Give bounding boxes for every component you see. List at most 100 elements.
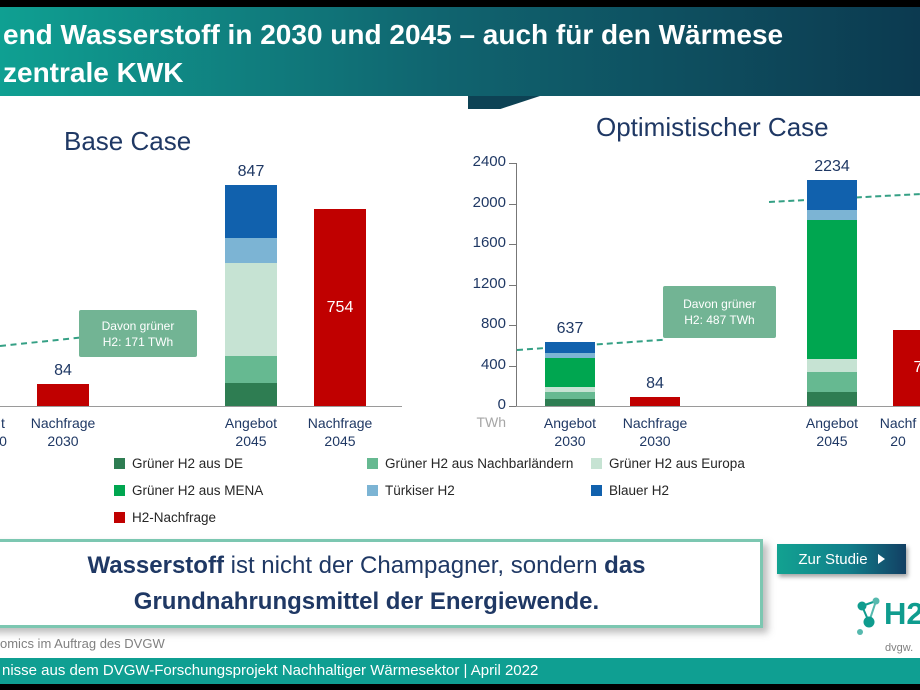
- y-axis-tick-label: 0: [497, 396, 506, 413]
- bar-nachfrage-2030: [37, 384, 89, 406]
- base-case-title: Base Case: [64, 126, 192, 156]
- category-label: Nachfrage 2045: [307, 415, 373, 449]
- bar-segment-tuerkis: [225, 237, 277, 263]
- y-axis-tick: [509, 163, 516, 164]
- slide-header: end Wasserstoff in 2030 und 2045 – auch …: [0, 7, 920, 96]
- bar-segment-de: [807, 391, 857, 406]
- legend-swatch-europa: [591, 458, 602, 469]
- legend-label: Türkiser H2: [385, 483, 455, 498]
- bar-segment-de: [225, 383, 277, 406]
- category-label: Nachfrage 2030: [622, 415, 688, 449]
- callout-green-h2-171: Davon grüner H2: 171 TWh: [79, 310, 197, 357]
- bar-segment-blau: [807, 179, 857, 210]
- bar-segment-de: [545, 398, 595, 406]
- bar-segment-tuerkis: [545, 352, 595, 359]
- y-axis-tick-label: 800: [480, 315, 506, 332]
- callout-line2: H2: 487 TWh: [684, 313, 755, 327]
- bar-angebot-2030: [545, 341, 595, 406]
- bar-segment-europa: [545, 386, 595, 392]
- legend-item-gruener-h2-de: Grüner H2 aus DE: [114, 456, 367, 471]
- legend-item-gruener-h2-europa: Grüner H2 aus Europa: [591, 456, 821, 471]
- bar-segment-blau: [225, 185, 277, 238]
- legend-swatch-de: [114, 458, 125, 469]
- y-axis-tick: [509, 406, 516, 407]
- chart-legend: Grüner H2 aus DE Grüner H2 aus Nachbarlä…: [114, 456, 821, 525]
- category-label: Angebot 2045: [224, 415, 278, 449]
- legend-item-tuerkiser-h2: Türkiser H2: [367, 483, 591, 498]
- bar-value-label: 84: [54, 362, 72, 380]
- bar-segment-mena: [807, 219, 857, 360]
- bar-value-label: 847: [237, 163, 265, 180]
- bar-segment-nachbar: [807, 371, 857, 392]
- category-label: Angebot 2045: [805, 415, 859, 449]
- y-axis-tick: [509, 284, 516, 286]
- legend-item-gruener-h2-mena: Grüner H2 aus MENA: [114, 483, 367, 498]
- bar-angebot-2045: [807, 179, 857, 406]
- callout-line2: H2: 171 TWh: [102, 334, 174, 349]
- y-axis-tick-label: 1200: [472, 274, 506, 292]
- bar-segment-blau: [545, 341, 595, 353]
- slide-title-line1: end Wasserstoff in 2030 und 2045 – auch …: [3, 19, 784, 50]
- letterbox-top: [0, 0, 920, 7]
- bar-segment-tuerkis: [807, 209, 857, 220]
- legend-item-blauer-h2: Blauer H2: [591, 483, 821, 498]
- category-label: Angebot 2030: [543, 415, 597, 449]
- y-axis-tick: [509, 325, 516, 326]
- legend-label: Grüner H2 aus Europa: [609, 456, 745, 471]
- bar-value-label: 754: [326, 298, 354, 316]
- bar-segment-mena: [545, 358, 595, 387]
- bar-segment-nachbar: [225, 355, 277, 384]
- h2-logo-text: H2: [884, 596, 920, 631]
- bar-nachfrage-2045-partial: [893, 330, 920, 406]
- arrow-right-icon: [877, 554, 885, 564]
- quote-line-2: Grundnahrungsmittel der Energiewende.: [0, 584, 760, 620]
- legend-swatch-nachfrage: [114, 512, 125, 523]
- bar-segment-nachfrage: [37, 384, 89, 406]
- bar-segment-nachfrage: [893, 330, 920, 406]
- y-axis-tick-label: 2400: [472, 153, 506, 170]
- bar-segment-nachfrage: [314, 209, 366, 406]
- x-axis-line-optimistic-case: [516, 406, 920, 407]
- y-axis-unit-label: TWh: [476, 414, 506, 430]
- callout-line1: Davon grüner: [101, 318, 175, 333]
- legend-label: Grüner H2 aus DE: [132, 456, 244, 471]
- legend-label: Blauer H2: [609, 483, 670, 498]
- legend-label: Grüner H2 aus MENA: [132, 483, 264, 498]
- quote-line-1: Wasserstoff ist nicht der Champagner, so…: [0, 548, 760, 584]
- quote-normal-text: ist nicht der Champagner, sondern: [223, 551, 605, 579]
- y-axis-tick-label: 2000: [472, 193, 506, 211]
- quote-bold-wasserstoff: Wasserstoff: [87, 551, 224, 579]
- y-axis-tick: [509, 244, 516, 245]
- legend-swatch-blau: [591, 485, 602, 496]
- dvgw-h2-logo: H2 dvgw.: [854, 596, 920, 658]
- bar-angebot-2045: [225, 185, 277, 406]
- bar-value-label: 84: [646, 375, 664, 393]
- bar-segment-europa: [807, 359, 857, 372]
- legend-item-gruener-h2-nachbarlaender: Grüner H2 aus Nachbarländern: [367, 456, 591, 471]
- bar-segment-nachfrage: [630, 397, 680, 406]
- x-axis-line-base-case: [0, 406, 402, 407]
- zur-studie-button[interactable]: Zur Studie: [777, 544, 906, 574]
- legend-swatch-tuerkis: [367, 485, 378, 496]
- y-axis-tick-label: 400: [480, 355, 506, 373]
- quote-box: Wasserstoff ist nicht der Champagner, so…: [0, 539, 763, 628]
- bar-segment-nachbar: [545, 391, 595, 399]
- dvgw-logo-subtext: dvgw.: [885, 642, 914, 654]
- footer-bar: nisse aus dem DVGW-Forschungsprojekt Nac…: [0, 658, 920, 684]
- callout-line1: Davon grüner: [683, 297, 756, 311]
- quote-bold-das: das: [604, 551, 646, 579]
- legend-label: H2-Nachfrage: [132, 510, 217, 525]
- bar-segment-europa: [225, 262, 277, 356]
- footer-bar-text: nisse aus dem DVGW-Forschungsprojekt Nac…: [2, 662, 539, 679]
- zur-studie-label: Zur Studie: [798, 550, 868, 568]
- letterbox-bottom: [0, 684, 920, 690]
- slide-title: end Wasserstoff in 2030 und 2045 – auch …: [3, 16, 783, 92]
- y-axis-line: [516, 163, 517, 406]
- legend-label: Grüner H2 aus Nachbarländern: [385, 456, 574, 471]
- y-axis-tick: [509, 365, 516, 367]
- quote-bold-grundnahrungsmittel: Grundnahrungsmittel der Energiewende.: [133, 587, 600, 615]
- category-label: Nachf 20: [879, 415, 917, 449]
